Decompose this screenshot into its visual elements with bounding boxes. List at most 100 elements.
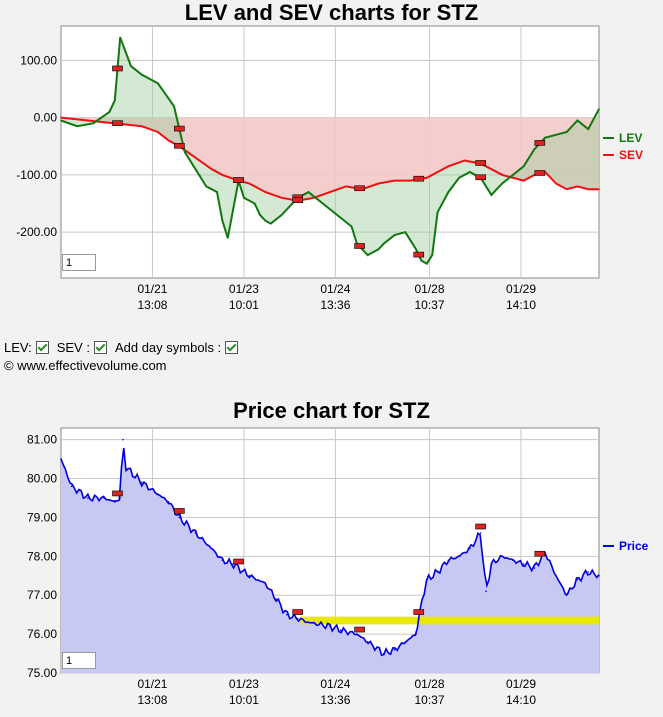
lev-series-line-point bbox=[436, 211, 439, 213]
price-point bbox=[393, 648, 396, 651]
x-tick-label: 01/21 bbox=[137, 677, 167, 691]
price-point bbox=[366, 641, 369, 643]
sev-series-line-point bbox=[157, 131, 159, 133]
sev-series-line-point bbox=[60, 116, 62, 119]
sev-series-line-point bbox=[598, 188, 600, 191]
sev-series-line-point bbox=[210, 168, 213, 170]
sev-series-line-point bbox=[264, 191, 267, 193]
sev-series-line-point bbox=[522, 179, 525, 182]
x-tick-label: 01/29 bbox=[506, 282, 536, 296]
sev-checkbox[interactable] bbox=[93, 341, 107, 354]
sev-series-line-point bbox=[555, 182, 557, 185]
lev-series-line-point bbox=[501, 182, 503, 185]
x-tick-label: 14:10 bbox=[506, 298, 536, 312]
x-tick-label: 13:36 bbox=[320, 298, 350, 312]
day-symbol bbox=[174, 508, 185, 514]
y-tick-label: 75.00 bbox=[27, 666, 57, 680]
price-point bbox=[140, 481, 143, 484]
price-point bbox=[469, 547, 471, 550]
price-point bbox=[194, 532, 197, 534]
x-tick-label: 01/24 bbox=[320, 282, 350, 296]
lev-series-line-point bbox=[194, 168, 197, 170]
sev-series-line-point bbox=[329, 191, 331, 193]
price-point bbox=[490, 563, 493, 565]
lev-series-line-point bbox=[415, 248, 417, 251]
lev-zoom-input[interactable]: 1 bbox=[62, 254, 96, 271]
legend-label: Price bbox=[619, 539, 649, 553]
lev-series-line-point bbox=[130, 65, 132, 67]
y-tick-label: -200.00 bbox=[16, 225, 57, 239]
price-point bbox=[275, 598, 278, 600]
lev-checkbox[interactable] bbox=[35, 341, 49, 354]
lev-series-line-point bbox=[173, 105, 175, 107]
lev-series-line-point bbox=[377, 248, 380, 251]
chart-controls: LEV: SEV : Add day symbols : bbox=[4, 340, 242, 355]
y-tick-label: 0.00 bbox=[34, 111, 58, 125]
price-point bbox=[122, 438, 124, 441]
x-tick-label: 14:10 bbox=[506, 693, 536, 707]
lev-series-line-point bbox=[533, 148, 536, 150]
x-tick-label: 01/23 bbox=[229, 282, 259, 296]
day-symbol bbox=[354, 185, 365, 192]
day-symbol bbox=[475, 174, 486, 181]
y-tick-label: -100.00 bbox=[16, 168, 57, 182]
sev-series-line-point bbox=[576, 185, 579, 188]
price-point bbox=[210, 547, 213, 550]
lev-sev-chart: 100.00 0.00 -100.00 -200.00 01/21 13:08 01/23 1… bbox=[16, 25, 643, 312]
lev-series-line-point bbox=[544, 136, 546, 139]
sev-series-line-point bbox=[409, 179, 412, 182]
lev-series-line-point bbox=[587, 128, 590, 130]
day-symbol bbox=[475, 160, 486, 166]
x-tick-label: 10:37 bbox=[415, 693, 445, 707]
price-point bbox=[576, 578, 579, 581]
price-point bbox=[356, 633, 358, 635]
day-symbol bbox=[413, 609, 425, 615]
lev-series-line-point bbox=[565, 131, 568, 133]
sev-series-line-point bbox=[501, 174, 503, 176]
y-tick-label: 80.00 bbox=[27, 472, 57, 486]
price-point bbox=[114, 501, 116, 503]
lev-series-line-point bbox=[183, 151, 186, 153]
sev-baseline-area bbox=[61, 117, 599, 201]
day-symbol bbox=[233, 558, 244, 565]
price-zoom-input[interactable]: 1 bbox=[62, 652, 96, 669]
price-point bbox=[447, 559, 450, 562]
lev-series-line-point bbox=[576, 119, 579, 122]
sev-series-line-point bbox=[393, 179, 396, 182]
lev-series-line-point bbox=[108, 111, 111, 113]
price-point bbox=[103, 497, 105, 499]
lev-series-line-point bbox=[426, 262, 428, 265]
lev-series-line-point bbox=[291, 202, 294, 205]
day-symbol bbox=[534, 550, 546, 557]
lev-series-line-point bbox=[307, 191, 310, 193]
day-symbols-checkbox[interactable] bbox=[225, 341, 239, 354]
x-tick-label: 13:08 bbox=[137, 693, 167, 707]
lev-series-line-point bbox=[280, 214, 283, 216]
lev-series-line-point bbox=[92, 122, 95, 125]
lev-series-line-point bbox=[598, 108, 600, 110]
x-tick-label: 01/24 bbox=[320, 677, 350, 691]
lev-series-line-point bbox=[339, 217, 342, 219]
lev-series-line-point bbox=[60, 119, 62, 122]
lev-series-line-point bbox=[76, 125, 78, 128]
price-point bbox=[248, 574, 251, 577]
lev-series-line-point bbox=[469, 171, 471, 173]
day-symbol bbox=[354, 626, 365, 633]
sev-series-line-point bbox=[87, 119, 89, 122]
lev-chart-title: LEV and SEV charts for STZ bbox=[184, 0, 479, 25]
sev-toggle-label: SEV : bbox=[56, 340, 90, 355]
price-point bbox=[501, 555, 503, 558]
day-symbol bbox=[534, 170, 546, 176]
sev-series-line-point bbox=[140, 125, 143, 128]
price-point bbox=[124, 466, 127, 468]
lev-series-line bbox=[60, 37, 600, 266]
price-point bbox=[415, 633, 417, 635]
x-tick-label: 01/21 bbox=[137, 282, 167, 296]
price-point bbox=[565, 594, 568, 597]
price-point bbox=[339, 629, 342, 632]
lev-series-line-point bbox=[366, 254, 369, 256]
sev-series-line-point bbox=[221, 174, 224, 176]
day-symbol bbox=[112, 120, 123, 126]
lev-series-line-point bbox=[216, 191, 218, 193]
copyright-link[interactable]: © www.effectivevolume.com bbox=[4, 358, 167, 373]
